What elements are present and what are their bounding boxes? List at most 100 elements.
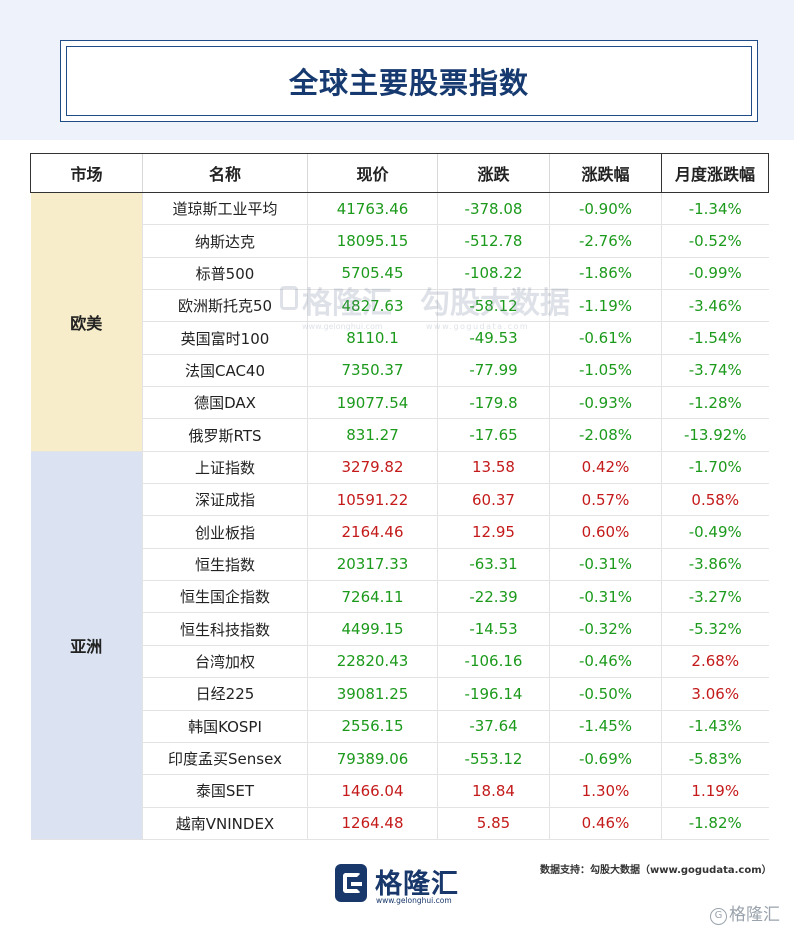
pct-cell: -0.61% <box>549 321 662 355</box>
change-cell: -512.78 <box>437 224 550 258</box>
table-row: 恒生科技指数 4499.15 -14.53 -0.32% -5.32% <box>31 612 769 646</box>
name-cell: 纳斯达克 <box>142 224 308 258</box>
pct-cell: 0.46% <box>549 807 662 840</box>
price-cell: 7350.37 <box>307 354 438 388</box>
month-cell: -0.49% <box>661 515 769 549</box>
table-row: 日经225 39081.25 -196.14 -0.50% 3.06% <box>31 677 769 711</box>
pct-cell: -0.32% <box>549 612 662 646</box>
table-row: 泰国SET 1466.04 18.84 1.30% 1.19% <box>31 774 769 808</box>
pct-cell: -0.93% <box>549 386 662 420</box>
table-row: 欧洲斯托克50 4827.63 -58.12 -1.19% -3.46% <box>31 289 769 323</box>
month-cell: -0.99% <box>661 257 769 291</box>
pct-cell: 0.57% <box>549 483 662 517</box>
change-cell: -58.12 <box>437 289 550 323</box>
price-cell: 7264.11 <box>307 580 438 614</box>
gelonghui-logo-icon <box>335 864 367 902</box>
name-cell: 韩国KOSPI <box>142 710 308 743</box>
change-cell: -14.53 <box>437 612 550 646</box>
pct-cell: -0.90% <box>549 192 662 226</box>
price-cell: 2164.46 <box>307 515 438 549</box>
pct-cell: -1.05% <box>549 354 662 388</box>
data-source-note: 数据支持：勾股大数据（www.gogudata.com） <box>540 865 772 876</box>
price-cell: 8110.1 <box>307 321 438 355</box>
pct-cell: 0.42% <box>549 451 662 485</box>
change-cell: 12.95 <box>437 515 550 549</box>
price-cell: 1264.48 <box>307 807 438 840</box>
month-cell: 1.19% <box>661 774 769 808</box>
name-cell: 道琼斯工业平均 <box>142 192 308 226</box>
name-cell: 德国DAX <box>142 386 308 420</box>
change-cell: -378.08 <box>437 192 550 226</box>
table-row: 越南VNINDEX 1264.48 5.85 0.46% -1.82% <box>31 807 769 840</box>
table-row: 韩国KOSPI 2556.15 -37.64 -1.45% -1.43% <box>31 710 769 743</box>
header-pct: 涨跌幅 <box>549 153 662 193</box>
price-cell: 2556.15 <box>307 710 438 743</box>
table-row: 纳斯达克 18095.15 -512.78 -2.76% -0.52% <box>31 224 769 258</box>
table-row: 印度孟买Sensex 79389.06 -553.12 -0.69% -5.83% <box>31 742 769 776</box>
month-cell: -1.70% <box>661 451 769 485</box>
price-cell: 831.27 <box>307 418 438 452</box>
month-cell: -3.74% <box>661 354 769 388</box>
title-frame: 全球主要股票指数 <box>60 40 758 122</box>
price-cell: 18095.15 <box>307 224 438 258</box>
change-cell: 5.85 <box>437 807 550 840</box>
month-cell: -3.46% <box>661 289 769 323</box>
table-row: 欧美 道琼斯工业平均 41763.46 -378.08 -0.90% -1.34% <box>30 192 769 452</box>
name-cell: 日经225 <box>142 677 308 711</box>
change-cell: 60.37 <box>437 483 550 517</box>
table-row: 台湾加权 22820.43 -106.16 -0.46% 2.68% <box>31 645 769 679</box>
month-cell: -1.54% <box>661 321 769 355</box>
table-row: 深证成指 10591.22 60.37 0.57% 0.58% <box>31 483 769 517</box>
header-price: 现价 <box>307 153 438 193</box>
market-cell: 亚洲 <box>30 451 143 840</box>
price-cell: 5705.45 <box>307 257 438 291</box>
month-cell: 3.06% <box>661 677 769 711</box>
name-cell: 恒生科技指数 <box>142 612 308 646</box>
price-cell: 79389.06 <box>307 742 438 776</box>
month-cell: -1.43% <box>661 710 769 743</box>
change-cell: -17.65 <box>437 418 550 452</box>
name-cell: 欧洲斯托克50 <box>142 289 308 323</box>
change-cell: -106.16 <box>437 645 550 679</box>
corner-watermark: G 格隆汇 <box>710 900 780 925</box>
pct-cell: -0.31% <box>549 580 662 614</box>
pct-cell: -1.45% <box>549 710 662 743</box>
title-frame-inner: 全球主要股票指数 <box>66 46 752 116</box>
table-row: 法国CAC40 7350.37 -77.99 -1.05% -3.74% <box>31 354 769 388</box>
change-cell: 18.84 <box>437 774 550 808</box>
name-cell: 印度孟买Sensex <box>142 742 308 776</box>
price-cell: 4499.15 <box>307 612 438 646</box>
price-cell: 19077.54 <box>307 386 438 420</box>
month-cell: -1.34% <box>661 192 769 226</box>
table-row: 德国DAX 19077.54 -179.8 -0.93% -1.28% <box>31 386 769 420</box>
change-cell: -553.12 <box>437 742 550 776</box>
pct-cell: -0.46% <box>549 645 662 679</box>
name-cell: 法国CAC40 <box>142 354 308 388</box>
footer-logo-url: www.gelonghui.com <box>376 896 452 905</box>
month-cell: -5.83% <box>661 742 769 776</box>
table-row: 标普500 5705.45 -108.22 -1.86% -0.99% <box>31 257 769 291</box>
table-row: 恒生国企指数 7264.11 -22.39 -0.31% -3.27% <box>31 580 769 614</box>
month-cell: -3.27% <box>661 580 769 614</box>
pct-cell: -0.31% <box>549 548 662 582</box>
table-row: 创业板指 2164.46 12.95 0.60% -0.49% <box>31 515 769 549</box>
change-cell: -196.14 <box>437 677 550 711</box>
pct-cell: -1.19% <box>549 289 662 323</box>
name-cell: 创业板指 <box>142 515 308 549</box>
price-cell: 39081.25 <box>307 677 438 711</box>
price-cell: 1466.04 <box>307 774 438 808</box>
name-cell: 恒生指数 <box>142 548 308 582</box>
name-cell: 标普500 <box>142 257 308 291</box>
price-cell: 22820.43 <box>307 645 438 679</box>
table-row: 俄罗斯RTS 831.27 -17.65 -2.08% -13.92% <box>31 418 769 452</box>
price-cell: 41763.46 <box>307 192 438 226</box>
change-cell: -37.64 <box>437 710 550 743</box>
header-change: 涨跌 <box>437 153 550 193</box>
month-cell: -1.28% <box>661 386 769 420</box>
name-cell: 英国富时100 <box>142 321 308 355</box>
footer-logo: 格隆汇 www.gelonghui.com <box>335 862 465 906</box>
pct-cell: -1.86% <box>549 257 662 291</box>
month-cell: -0.52% <box>661 224 769 258</box>
change-cell: -63.31 <box>437 548 550 582</box>
price-cell: 20317.33 <box>307 548 438 582</box>
